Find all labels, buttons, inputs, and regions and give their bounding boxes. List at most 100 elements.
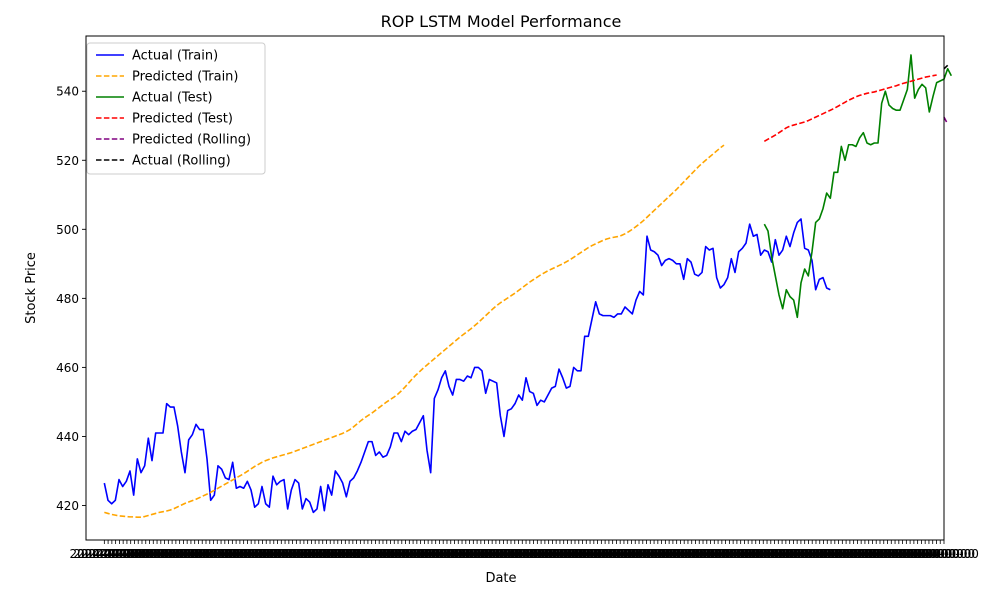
x-tick-label: 2024-00-00 [435,547,505,561]
x-tick-label: 2024-00-00 [883,547,953,561]
x-tick-label: 2024-00-00 [506,547,576,561]
series-line-3 [763,74,937,142]
x-tick-label: 2024-00-00 [578,547,648,561]
chart-title: ROP LSTM Model Performance [381,12,622,31]
x-tick-label: 2024-00-00 [540,547,610,561]
x-tick-label: 2024-00-00 [563,547,633,561]
x-tick-label: 2024-00-00 [657,547,727,561]
x-tick-label: 2024-00-00 [344,547,414,561]
x-tick-label: 2024-00-00 [326,547,396,561]
x-tick-label: 2024-00-00 [905,547,975,561]
x-tick-label: 2024-00-00 [213,547,283,561]
x-tick-label: 2024-00-00 [732,547,802,561]
x-tick-label: 2024-00-00 [811,547,881,561]
x-tick-label: 2024-00-00 [638,547,708,561]
x-tick-label: 2024-00-00 [566,547,636,561]
x-tick-label: 2024-00-00 [454,547,524,561]
x-tick-label: 2024-00-00 [875,547,945,561]
x-tick-label: 2024-00-00 [250,547,320,561]
x-tick-label: 2024-00-00 [856,547,926,561]
x-tick-label: 2024-00-00 [390,547,460,561]
x-tick-label: 2024-00-00 [826,547,896,561]
x-tick-label: 2024-00-00 [845,547,915,561]
x-tick-label: 2024-00-00 [736,547,806,561]
x-tick-label: 2024-00-00 [570,547,640,561]
x-tick-label: 2024-00-00 [277,547,347,561]
x-tick-label: 2024-00-00 [269,547,339,561]
y-tick-label: 500 [56,223,79,237]
x-tick-label: 2024-00-00 [642,547,712,561]
x-tick-label: 2024-00-00 [261,547,331,561]
x-tick-label: 2024-00-00 [133,547,203,561]
x-tick-label: 2024-00-00 [853,547,923,561]
x-tick-label: 2024-00-00 [823,547,893,561]
x-tick-label: 2024-00-00 [725,547,795,561]
legend-label: Actual (Rolling) [132,154,231,169]
x-tick-label: 2024-00-00 [438,547,508,561]
y-tick-label: 480 [56,292,79,306]
x-tick-label: 2024-00-00 [717,547,787,561]
x-tick-label: 2024-00-00 [427,547,497,561]
x-axis-ticks: 2024-00-002024-00-002024-00-002024-00-00… [69,540,979,561]
x-tick-label: 2024-00-00 [860,547,930,561]
x-tick-label: 2024-00-00 [804,547,874,561]
x-tick-label: 2024-00-00 [303,547,373,561]
x-tick-label: 2024-00-00 [182,547,252,561]
x-tick-label: 2024-00-00 [393,547,463,561]
x-tick-label: 2024-00-00 [329,547,399,561]
x-tick-label: 2024-00-00 [615,547,685,561]
x-tick-label: 2024-00-00 [461,547,531,561]
x-tick-label: 2024-00-00 [167,547,237,561]
x-tick-label: 2024-00-00 [480,547,550,561]
x-tick-label: 2024-00-00 [442,547,512,561]
x-tick-label: 2024-00-00 [672,547,742,561]
x-tick-label: 2024-00-00 [352,547,422,561]
x-tick-label: 2024-00-00 [179,547,249,561]
x-tick-label: 2024-00-00 [608,547,678,561]
series-line-0 [103,218,831,514]
x-tick-label: 2024-00-00 [258,547,328,561]
x-tick-label: 2024-00-00 [243,547,313,561]
x-tick-label: 2024-00-00 [164,547,234,561]
x-tick-label: 2024-00-00 [487,547,557,561]
x-tick-label: 2024-00-00 [273,547,343,561]
x-tick-label: 2024-00-00 [533,547,603,561]
x-tick-label: 2024-00-00 [292,547,362,561]
x-tick-label: 2024-00-00 [378,547,448,561]
x-tick-label: 2024-00-00 [529,547,599,561]
x-tick-label: 2024-00-00 [85,547,155,561]
x-tick-label: 2024-00-00 [683,547,753,561]
x-tick-label: 2024-00-00 [201,547,271,561]
x-tick-label: 2024-00-00 [348,547,418,561]
x-tick-label: 2024-00-00 [661,547,731,561]
x-tick-label: 2024-00-00 [205,547,275,561]
x-tick-label: 2024-00-00 [909,547,979,561]
x-tick-label: 2024-00-00 [630,547,700,561]
x-tick-label: 2024-00-00 [721,547,791,561]
x-tick-label: 2024-00-00 [890,547,960,561]
x-tick-label: 2024-00-00 [103,547,173,561]
x-tick-label: 2024-00-00 [115,547,185,561]
x-tick-label: 2024-00-00 [728,547,798,561]
x-tick-label: 2024-00-00 [871,547,941,561]
x-tick-label: 2024-00-00 [341,547,411,561]
x-tick-label: 2024-00-00 [819,547,889,561]
x-tick-label: 2024-00-00 [423,547,493,561]
x-tick-label: 2024-00-00 [679,547,749,561]
x-tick-label: 2024-00-00 [197,547,267,561]
x-tick-label: 2024-00-00 [834,547,904,561]
x-tick-label: 2024-00-00 [96,547,166,561]
x-tick-label: 2024-00-00 [627,547,697,561]
x-tick-label: 2024-00-00 [751,547,821,561]
x-tick-label: 2024-00-00 [792,547,862,561]
x-tick-label: 2024-00-00 [216,547,286,561]
x-tick-label: 2024-00-00 [597,547,667,561]
x-tick-label: 2024-00-00 [518,547,588,561]
x-tick-label: 2024-00-00 [156,547,226,561]
x-tick-label: 2024-00-00 [239,547,309,561]
x-tick-label: 2024-00-00 [612,547,682,561]
x-tick-label: 2024-00-00 [544,547,614,561]
x-tick-label: 2024-00-00 [77,547,147,561]
x-tick-label: 2024-00-00 [600,547,670,561]
y-tick-label: 460 [56,361,79,375]
